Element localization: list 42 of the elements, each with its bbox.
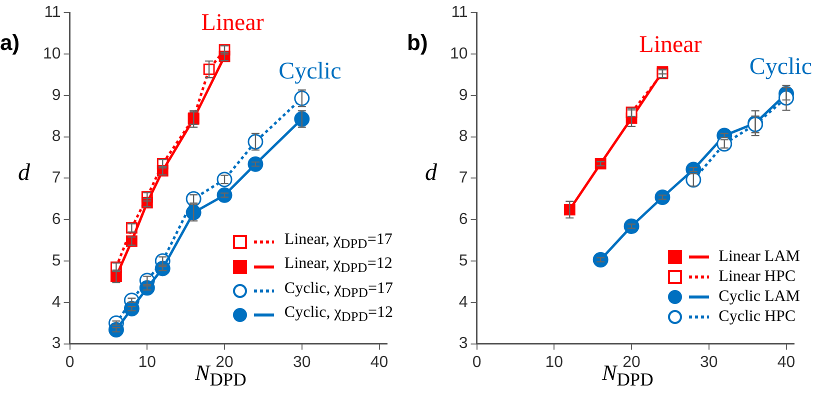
y-tick-label: 9	[52, 86, 61, 104]
y-tick-label: 3	[52, 335, 61, 352]
y-tick-label: 9	[458, 86, 468, 104]
text: a)	[0, 30, 20, 56]
annotation: Linear	[639, 32, 702, 58]
y-tick-label: 5	[458, 252, 468, 270]
y-tick-label: 3	[458, 335, 468, 352]
y-tick-label: 10	[450, 45, 468, 62]
annotation: Cyclic	[278, 58, 342, 85]
y-tick-label: 8	[458, 128, 468, 146]
y-tick-label: 4	[458, 294, 468, 311]
legend-label: Linear HPC	[718, 267, 796, 287]
y-tick-label: 11	[44, 4, 61, 22]
annotation: Linear	[201, 10, 264, 36]
legend-label: Linear LAM	[718, 247, 800, 267]
y-tick-label: 7	[52, 170, 61, 187]
legend-label: Linear, χ$_{DPD}$=12	[284, 254, 392, 278]
legend-label: Cyclic LAM	[718, 287, 800, 307]
x-tick-label: 30	[293, 354, 311, 371]
y-axis-title: d	[425, 160, 437, 187]
x-tick-label: 40	[777, 354, 796, 371]
text: b)	[407, 30, 428, 56]
y-tick-label: 10	[43, 45, 61, 62]
legend-label: Linear, χ$_{DPD}$=17	[284, 230, 392, 254]
y-tick-label: 4	[52, 294, 61, 311]
legend-label: Cyclic, χ$_{DPD}$=17	[284, 278, 393, 302]
y-tick-label: 5	[52, 252, 61, 270]
y-tick-label: 7	[458, 170, 468, 187]
x-tick-label: 30	[700, 354, 718, 371]
x-tick-label: 0	[472, 354, 482, 371]
y-tick-label: 11	[451, 4, 468, 22]
x-tick-label: 10	[138, 354, 156, 371]
x-tick-label: 40	[370, 354, 388, 371]
y-tick-label: 6	[52, 211, 61, 228]
annotation: Cyclic	[749, 54, 812, 80]
y-axis-title: d	[18, 160, 30, 187]
legend-label: Cyclic HPC	[718, 307, 796, 327]
legend-label: Cyclic, χ$_{DPD}$=12	[284, 302, 393, 326]
y-tick-label: 8	[52, 128, 61, 146]
x-tick-label: 0	[65, 354, 74, 371]
y-tick-label: 6	[458, 211, 468, 228]
x-tick-label: 10	[545, 354, 564, 371]
